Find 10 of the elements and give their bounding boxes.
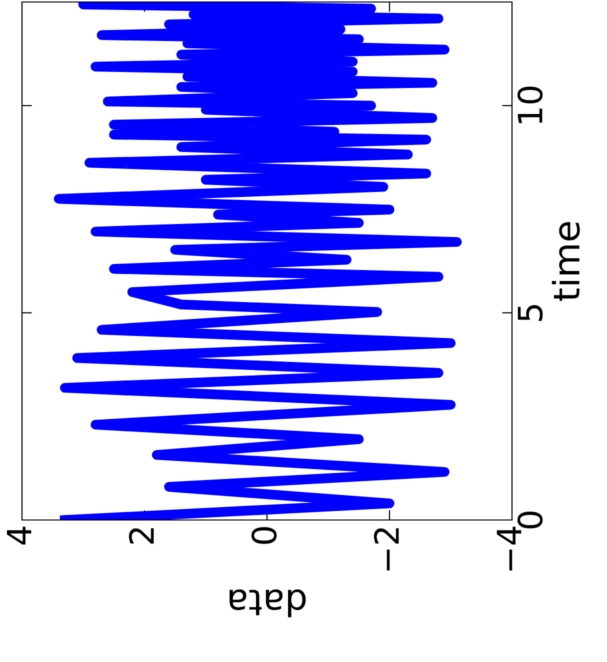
y-tick-label: 10: [517, 86, 543, 124]
x-tick-label: 2: [128, 528, 154, 544]
y-tick-label: 5: [518, 305, 543, 321]
y-tick-label: 0: [517, 512, 543, 528]
y-axis-title: time: [552, 222, 580, 301]
x-axis-title: data: [230, 589, 306, 618]
x-tick-label: −4: [496, 526, 522, 570]
x-tick-label: −2: [374, 528, 399, 570]
x-tick-label: 4: [6, 526, 32, 544]
x-tick-label: 0: [251, 527, 277, 544]
